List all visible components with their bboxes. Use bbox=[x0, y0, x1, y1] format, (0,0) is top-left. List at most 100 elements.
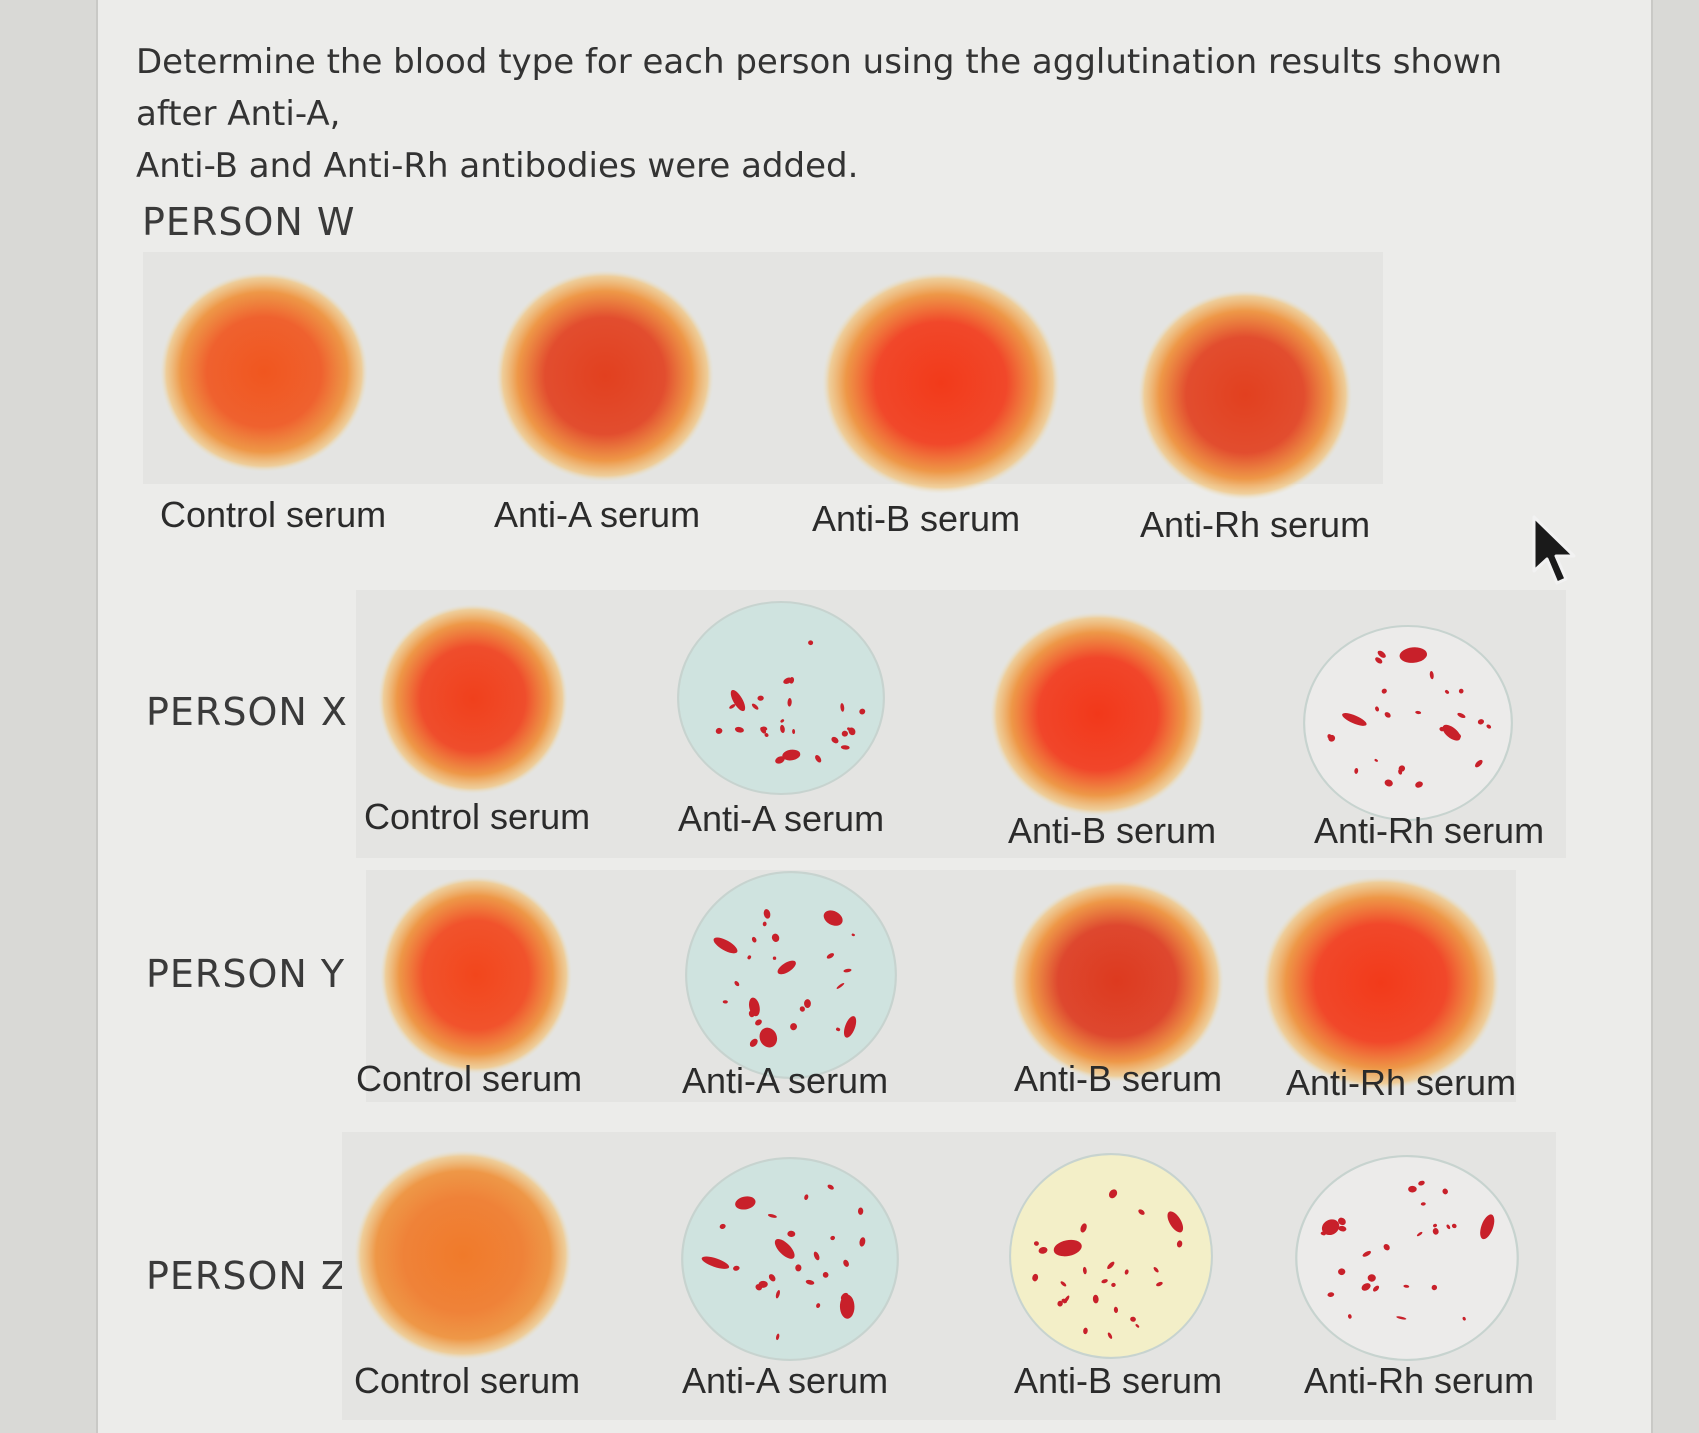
agglutination-clump bbox=[1361, 1283, 1371, 1291]
agglutination-clump bbox=[841, 730, 848, 737]
person-w-anti-rh-label: Anti-Rh serum bbox=[1140, 504, 1371, 545]
person-x-anti-rh-well bbox=[1302, 624, 1514, 822]
agglutination-clump bbox=[1367, 1274, 1376, 1282]
agglutination-clump bbox=[1442, 1188, 1448, 1195]
smooth-blood-drop bbox=[1262, 876, 1500, 1090]
agglutination-clump bbox=[792, 728, 796, 735]
person-z-anti-b-well bbox=[1008, 1152, 1214, 1360]
agglutination-clump bbox=[840, 745, 850, 750]
agglutination-clump bbox=[1429, 670, 1434, 680]
person-x-control-well bbox=[378, 604, 568, 794]
agglutination-clump bbox=[1176, 1240, 1183, 1248]
agglutination-clump bbox=[1092, 1294, 1099, 1304]
agglutination-clump bbox=[733, 1265, 740, 1271]
agglutination-clump bbox=[1384, 712, 1391, 718]
person-y-anti-b-label: Anti-B serum bbox=[1014, 1058, 1223, 1099]
person-x-anti-b-well bbox=[990, 612, 1206, 816]
agglutination-clump bbox=[1032, 1273, 1039, 1282]
agglutination-clump bbox=[843, 1259, 849, 1267]
person-y-anti-rh-well bbox=[1262, 876, 1500, 1090]
agglutination-clump bbox=[1377, 650, 1386, 658]
agglutination-clump bbox=[1375, 706, 1380, 712]
agglutination-clump bbox=[772, 956, 777, 960]
agglutination-clump bbox=[1446, 1224, 1451, 1230]
agglutination-clump bbox=[1083, 1327, 1088, 1335]
agglutination-clump bbox=[764, 733, 769, 737]
agglutination-clump bbox=[799, 1006, 805, 1012]
agglutination-clump bbox=[1101, 1279, 1108, 1284]
person-w-label: PERSON W bbox=[142, 200, 356, 244]
agglutination-clump bbox=[734, 981, 740, 987]
agglutination-clump bbox=[790, 1023, 798, 1031]
agglutination-clump bbox=[1138, 1209, 1145, 1215]
person-x-control-label: Control serum bbox=[364, 796, 591, 837]
smooth-blood-drop bbox=[1138, 290, 1352, 500]
agglutination-clump bbox=[760, 727, 767, 734]
person-w-anti-b-label: Anti-B serum bbox=[812, 498, 1021, 539]
agglutination-clump bbox=[1338, 1225, 1347, 1232]
question-line-2: Anti-B and Anti-Rh antibodies were added… bbox=[136, 146, 859, 186]
agglutination-clump bbox=[719, 1223, 726, 1230]
person-z-label: PERSON Z bbox=[146, 1254, 348, 1298]
agglutination-clump bbox=[840, 1292, 849, 1301]
agglutination-clump bbox=[755, 1284, 763, 1291]
agglutination-clump bbox=[776, 1333, 780, 1341]
agglutination-clump bbox=[1415, 710, 1422, 715]
smooth-blood-drop bbox=[378, 604, 568, 794]
agglutination-clump bbox=[836, 982, 845, 989]
agglutination-clump bbox=[1375, 657, 1383, 664]
agglutination-clump bbox=[1113, 1306, 1119, 1313]
agglutination-clump bbox=[848, 727, 856, 736]
person-y-anti-a-label: Anti-A serum bbox=[682, 1060, 889, 1101]
agglutination-clump bbox=[1153, 1267, 1159, 1273]
agglutination-clump bbox=[749, 1038, 758, 1047]
agglutination-clump bbox=[1338, 1268, 1346, 1276]
agglutination-clump bbox=[1354, 767, 1359, 774]
person-z-anti-a-label: Anti-A serum bbox=[682, 1360, 889, 1401]
person-y-control-well bbox=[380, 876, 572, 1074]
agglutination-clump bbox=[787, 1230, 796, 1237]
mouse-pointer-icon bbox=[1532, 515, 1576, 585]
smooth-blood-drop bbox=[160, 272, 368, 472]
agglutination-clump bbox=[780, 724, 785, 734]
agglutination-clump bbox=[1061, 1298, 1067, 1304]
agglutination-clump bbox=[759, 1027, 778, 1048]
agglutinated-well-background bbox=[1295, 1155, 1519, 1361]
agglutination-clump bbox=[1124, 1269, 1129, 1275]
person-z-anti-rh-label: Anti-Rh serum bbox=[1304, 1360, 1535, 1401]
agglutination-clump bbox=[1415, 781, 1423, 788]
agglutination-clump bbox=[1396, 1316, 1407, 1320]
agglutination-clump bbox=[722, 1000, 728, 1004]
agglutination-clump bbox=[1431, 1284, 1438, 1291]
agglutination-clump bbox=[1398, 769, 1403, 775]
agglutination-clump bbox=[1403, 1284, 1410, 1288]
agglutination-clump bbox=[1060, 1281, 1067, 1287]
person-w-control-well bbox=[160, 272, 368, 472]
agglutination-clump bbox=[701, 1256, 730, 1269]
agglutination-clump bbox=[816, 1303, 821, 1308]
agglutination-clump bbox=[844, 1303, 853, 1308]
agglutination-clump bbox=[783, 677, 793, 684]
agglutination-clump bbox=[777, 960, 796, 975]
agglutination-clump bbox=[1328, 734, 1336, 742]
agglutination-clump bbox=[734, 726, 744, 733]
agglutination-clump bbox=[857, 1207, 864, 1215]
person-y-anti-a-well bbox=[684, 870, 898, 1080]
agglutination-clump bbox=[1453, 733, 1461, 739]
person-y-anti-rh-label: Anti-Rh serum bbox=[1286, 1062, 1517, 1103]
agglutination-clump bbox=[1418, 1180, 1425, 1186]
agglutination-clump bbox=[835, 1027, 841, 1032]
agglutination-clump bbox=[1416, 1231, 1423, 1237]
agglutination-clump bbox=[851, 933, 855, 937]
agglutination-clump bbox=[859, 1237, 866, 1247]
agglutination-clump bbox=[1338, 1217, 1346, 1226]
agglutination-clump bbox=[755, 1019, 762, 1026]
agglutination-clump bbox=[1458, 688, 1464, 694]
person-x-anti-b-label: Anti-B serum bbox=[1008, 810, 1217, 851]
agglutination-clump bbox=[804, 1194, 809, 1201]
agglutination-clump bbox=[822, 1271, 829, 1278]
person-w-anti-a-label: Anti-A serum bbox=[494, 494, 701, 535]
person-z-anti-rh-well bbox=[1294, 1154, 1520, 1362]
agglutination-clump bbox=[795, 1264, 802, 1272]
agglutination-clump bbox=[747, 955, 752, 960]
